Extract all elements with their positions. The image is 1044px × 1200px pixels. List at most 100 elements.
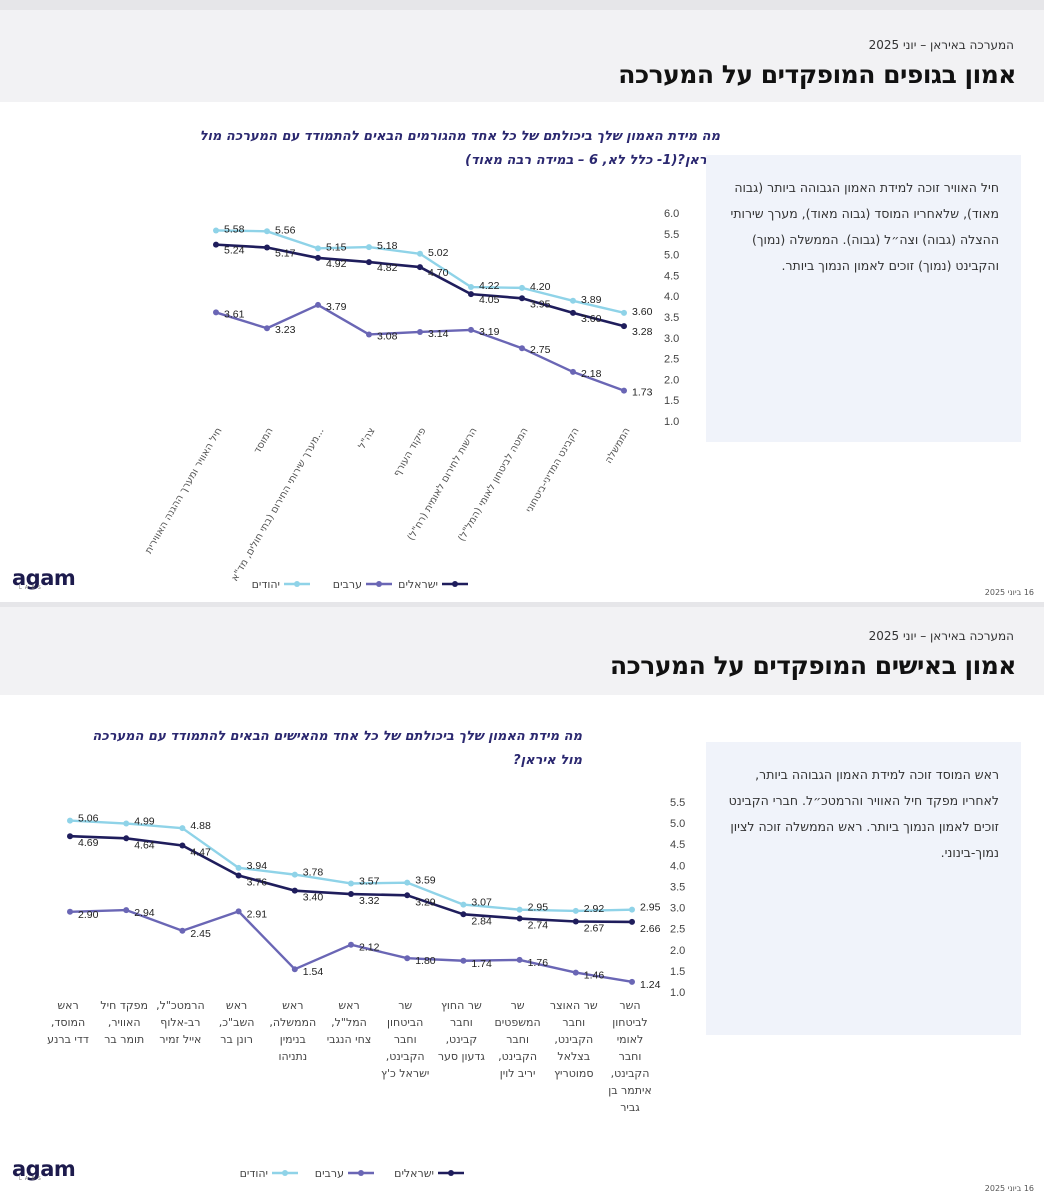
data-point-israelis [629,918,635,925]
x-category-label: מערך שירותי החירום (בתי חולים, מד"א... [229,426,326,583]
x-category-label: השב"כ, [219,1016,255,1029]
data-label-arabs: 1.80 [415,955,436,967]
x-category-label: שר האוצר [550,999,598,1012]
x-category-label: וחבר [562,1016,585,1029]
legend-marker-arabs [358,1170,364,1176]
data-label-israelis: 2.84 [471,915,492,927]
data-label-arabs: 1.73 [632,387,653,399]
data-label-jews: 4.20 [530,281,551,293]
data-point-jews [417,250,423,257]
agam-logo: agam LABS [12,566,76,591]
data-label-jews: 4.99 [134,816,155,828]
data-point-jews [291,871,298,878]
data-point-israelis [315,254,321,261]
x-category-label: וחבר [450,1016,473,1029]
chart-persons: 5.5 5.0 4.5 4.0 3.5 3.0 2.5 2.0 1.5 1.0 ראש המוסד, ד… [47,797,685,1180]
data-label-jews: 5.18 [377,240,398,252]
data-point-arabs [629,978,635,985]
data-point-israelis [468,291,474,298]
summary-box: ראש המוסד זוכה למידת האמון הגבוהה ביותר,… [706,742,1021,1035]
data-point-arabs [519,345,525,352]
data-label-jews: 5.56 [275,224,296,236]
data-point-arabs [67,908,73,915]
data-point-arabs [570,368,576,375]
x-category-label: האוויר, [108,1016,141,1029]
summary-box: חיל האוויר זוכה למידת האמון הגבוהה ביותר… [706,155,1021,442]
data-point-arabs [516,956,523,963]
data-point-arabs [123,907,130,914]
legend-label-israelis: ישראלים [398,578,438,591]
data-point-jews [516,906,523,913]
legend-label-jews: יהודים [252,578,280,591]
data-label-arabs: 2.45 [190,928,211,940]
data-label-arabs: 2.75 [530,344,551,356]
legend-label-arabs: ערבים [315,1167,344,1180]
x-category-label: לביטחון [612,1016,647,1029]
x-category-label: הביטחון [387,1016,423,1029]
y-tick-label: 2.0 [664,374,679,386]
data-label-israelis: 3.29 [415,896,436,908]
x-category-label: גביר [620,1101,640,1114]
data-point-arabs [291,966,298,973]
data-point-arabs [572,969,579,976]
data-point-israelis [264,244,270,251]
x-category-label: בצלאל [557,1050,590,1063]
x-category-label: המל"ל, [331,1016,367,1029]
data-point-israelis [67,833,73,840]
x-category-label: נתניהו [278,1050,307,1063]
y-tick-label: 6.0 [664,208,679,220]
legend-marker-arabs [376,581,382,587]
x-category-label: פיקוד העורף [392,426,429,479]
data-label-arabs: 3.14 [428,328,449,340]
data-label-jews: 3.89 [581,294,602,306]
data-label-jews: 2.95 [528,902,549,914]
data-label-israelis: 2.67 [584,922,605,934]
y-tick-label: 2.5 [670,924,685,936]
data-label-arabs: 3.23 [275,324,296,336]
y-tick-label: 1.0 [664,416,679,428]
data-label-jews: 2.92 [584,903,605,915]
slide-title: אמון בגופים המופקדים על המערכה [618,60,1016,89]
data-point-arabs [264,325,270,332]
y-tick-label: 1.5 [664,395,679,407]
data-label-arabs: 2.90 [78,909,99,921]
chart-bodies: 6.0 5.5 5.0 4.5 4.0 3.5 3.0 2.5 2.0 1.5 1.0 חיל האו… [143,208,679,591]
data-point-jews [315,245,321,252]
data-point-arabs [366,331,372,338]
data-label-jews: 3.60 [632,306,653,318]
data-point-jews [468,284,474,291]
data-point-jews [460,901,467,908]
data-point-israelis [516,915,523,922]
x-category-label: ישראל כ'ץ [381,1067,429,1080]
slide-persons: המערכה באיראן – יוני 2025 אמון באישים המ… [0,607,1044,1200]
data-label-israelis: 3.95 [530,298,551,310]
legend-marker-jews [282,1170,288,1176]
legend-label-israelis: ישראלים [394,1167,434,1180]
y-tick-label: 1.0 [670,987,685,999]
data-label-arabs: 2.91 [247,908,268,920]
x-category-label: שר [398,999,412,1012]
data-label-jews: 4.22 [479,280,500,292]
x-category-label: הקבינט, [498,1050,537,1063]
data-point-israelis [235,872,242,879]
x-category-label: צחי הנגבי [327,1033,372,1046]
data-point-arabs [348,941,354,948]
data-label-israelis: 3.32 [359,895,380,907]
data-label-jews: 4.88 [190,820,211,832]
data-point-israelis [291,887,298,894]
x-category-label: חיל האוויר ומערך ההגנה האווירית [143,426,224,556]
data-label-arabs: 3.61 [224,308,245,320]
data-label-israelis: 5.17 [275,248,296,260]
data-label-jews: 3.78 [303,867,324,879]
slide-subtitle: המערכה באיראן – יוני 2025 [868,629,1014,643]
x-category-label: הקבינט, [611,1067,650,1080]
x-category-label: דדי ברנע [47,1033,89,1046]
data-label-jews: 3.94 [247,860,268,872]
y-tick-label: 4.5 [664,270,679,282]
slide-subtitle: המערכה באיראן – יוני 2025 [868,38,1014,52]
data-point-jews [572,907,579,914]
x-category-label: לאומי [617,1033,644,1046]
x-category-label: הקבינט המדיני-ביטחוני [524,426,582,515]
x-category-label: רונן בר [220,1033,253,1046]
data-point-israelis [179,842,186,849]
